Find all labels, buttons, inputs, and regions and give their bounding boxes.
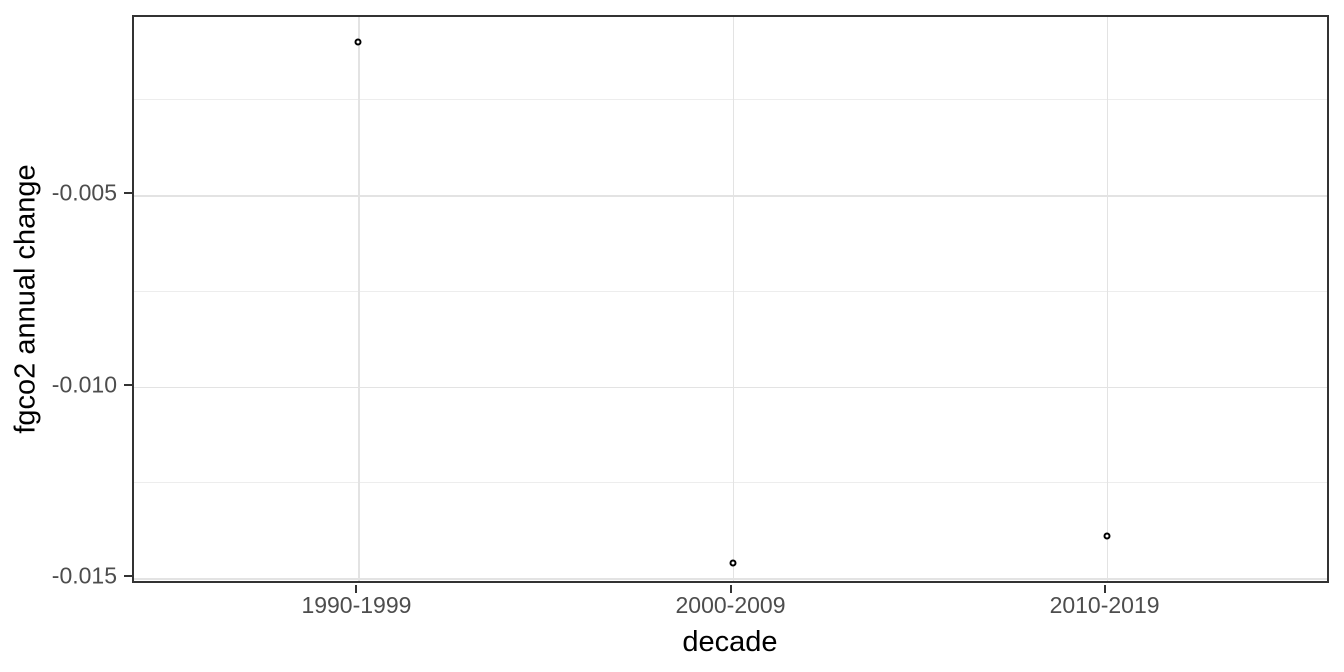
- v-gridline: [358, 17, 360, 581]
- y-tick-label: -0.005: [51, 179, 117, 206]
- plot-panel: [132, 15, 1329, 583]
- y-tick-mark: [124, 383, 132, 386]
- x-tick-label: 2000-2009: [675, 592, 786, 618]
- v-gridline: [1106, 17, 1109, 581]
- h-gridline-major: [134, 195, 1327, 197]
- x-tick-label: 1990-1999: [301, 592, 412, 618]
- x-tick-mark: [729, 585, 732, 593]
- v-gridline: [732, 17, 734, 581]
- h-gridline-minor: [134, 99, 1327, 101]
- data-point: [1103, 532, 1111, 540]
- data-point: [354, 38, 362, 46]
- y-tick-label: -0.015: [51, 562, 117, 589]
- h-gridline-minor: [134, 290, 1327, 292]
- x-axis-title: decade: [682, 626, 778, 658]
- y-tick-mark: [124, 192, 132, 195]
- y-axis-title: fgco2 annual change: [9, 164, 42, 434]
- h-gridline-minor: [134, 482, 1327, 484]
- y-tick-label: -0.010: [51, 371, 117, 398]
- h-gridline-major: [134, 386, 1327, 389]
- x-tick-mark: [355, 585, 358, 593]
- x-tick-mark: [1103, 585, 1106, 593]
- x-tick-label: 2010-2019: [1049, 592, 1160, 618]
- y-tick-mark: [124, 575, 132, 578]
- data-point: [729, 559, 736, 567]
- h-gridline-major: [134, 578, 1327, 580]
